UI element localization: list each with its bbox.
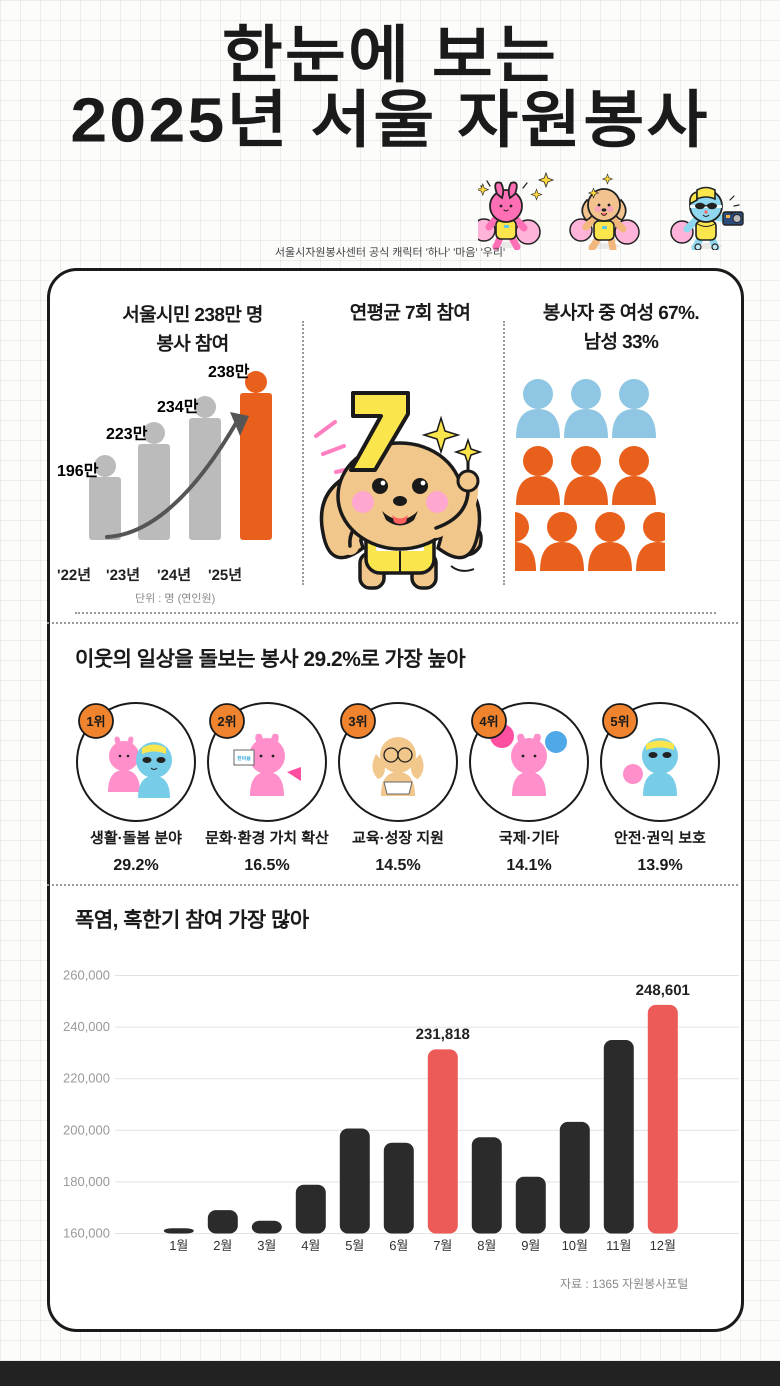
svg-text:180,000: 180,000 <box>63 1174 110 1189</box>
svg-text:160,000: 160,000 <box>63 1226 110 1241</box>
svg-text:6월: 6월 <box>389 1238 408 1253</box>
svg-text:220,000: 220,000 <box>63 1071 110 1086</box>
svg-text:3월: 3월 <box>257 1238 276 1253</box>
svg-text:10월: 10월 <box>562 1238 588 1253</box>
svg-text:231,818: 231,818 <box>416 1026 470 1043</box>
svg-text:1위: 1위 <box>86 714 105 729</box>
svg-text:5월: 5월 <box>345 1238 364 1253</box>
svg-text:200,000: 200,000 <box>63 1122 110 1137</box>
svg-text:4월: 4월 <box>301 1238 320 1253</box>
svg-text:3위: 3위 <box>348 714 367 729</box>
svg-text:한마음: 한마음 <box>237 755 251 762</box>
svg-text:9월: 9월 <box>521 1238 540 1253</box>
svg-text:2월: 2월 <box>213 1238 232 1253</box>
svg-text:8월: 8월 <box>477 1238 496 1253</box>
svg-text:1월: 1월 <box>169 1238 188 1253</box>
svg-text:2위: 2위 <box>217 714 236 729</box>
svg-text:4위: 4위 <box>479 714 498 729</box>
svg-text:248,601: 248,601 <box>636 982 690 999</box>
svg-text:12월: 12월 <box>650 1238 676 1253</box>
svg-text:240,000: 240,000 <box>63 1019 110 1034</box>
svg-text:260,000: 260,000 <box>63 968 110 983</box>
svg-text:7월: 7월 <box>433 1238 452 1253</box>
svg-text:5위: 5위 <box>610 714 629 729</box>
svg-text:11월: 11월 <box>606 1238 631 1253</box>
